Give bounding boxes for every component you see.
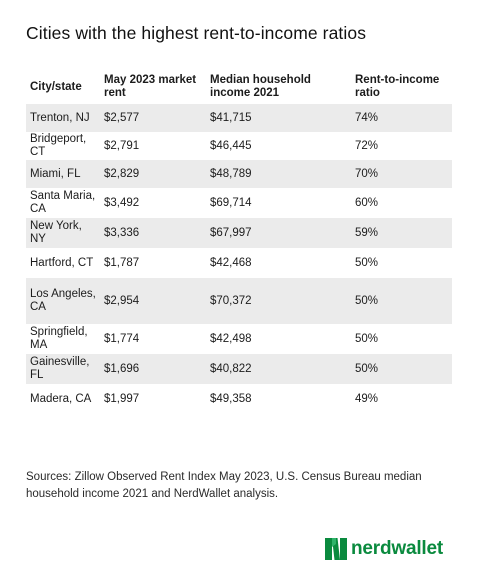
cell-city: Springfield, MA (26, 324, 100, 354)
cell-rent: $1,696 (100, 354, 206, 384)
table-row: Hartford, CT $1,787 $42,468 50% (26, 248, 452, 278)
table-row: Springfield, MA $1,774 $42,498 50% (26, 324, 452, 354)
header-city-state: City/state (26, 70, 100, 104)
cell-rent: $3,492 (100, 188, 206, 218)
cell-city: Madera, CA (26, 384, 100, 414)
cell-ratio: 60% (351, 188, 452, 218)
cell-city: Miami, FL (26, 160, 100, 188)
cell-rent: $1,997 (100, 384, 206, 414)
header-market-rent: May 2023 market rent (100, 70, 206, 104)
cell-income: $70,372 (206, 278, 351, 324)
cell-rent: $2,954 (100, 278, 206, 324)
header-rent-to-income-ratio: Rent-to-income ratio (351, 70, 452, 104)
cell-income: $46,445 (206, 132, 351, 160)
cell-income: $69,714 (206, 188, 351, 218)
cell-rent: $3,336 (100, 218, 206, 248)
nerdwallet-n-logo-icon (325, 538, 347, 560)
cell-income: $67,997 (206, 218, 351, 248)
cell-city: Los Angeles, CA (26, 278, 100, 324)
cell-rent: $2,791 (100, 132, 206, 160)
cell-ratio: 50% (351, 354, 452, 384)
cell-income: $49,358 (206, 384, 351, 414)
rent-to-income-table: City/state May 2023 market rent Median h… (26, 70, 452, 414)
cell-income: $48,789 (206, 160, 351, 188)
cell-city: Santa Maria, CA (26, 188, 100, 218)
header-median-income: Median household income 2021 (206, 70, 351, 104)
cell-ratio: 72% (351, 132, 452, 160)
cell-income: $42,498 (206, 324, 351, 354)
cell-rent: $2,577 (100, 104, 206, 132)
table-row: Santa Maria, CA $3,492 $69,714 60% (26, 188, 452, 218)
cell-city: Trenton, NJ (26, 104, 100, 132)
cell-income: $40,822 (206, 354, 351, 384)
cell-income: $42,468 (206, 248, 351, 278)
cell-ratio: 49% (351, 384, 452, 414)
table-row: Miami, FL $2,829 $48,789 70% (26, 160, 452, 188)
cell-city: New York, NY (26, 218, 100, 248)
table-row: Los Angeles, CA $2,954 $70,372 50% (26, 278, 452, 324)
table-row: Gainesville, FL $1,696 $40,822 50% (26, 354, 452, 384)
sources-note: Sources: Zillow Observed Rent Index May … (26, 471, 422, 500)
cell-city: Bridgeport, CT (26, 132, 100, 160)
cell-ratio: 50% (351, 248, 452, 278)
logo-text: nerdwallet (351, 538, 443, 559)
cell-rent: $1,774 (100, 324, 206, 354)
cell-ratio: 59% (351, 218, 452, 248)
table-row: Trenton, NJ $2,577 $41,715 74% (26, 104, 452, 132)
cell-ratio: 50% (351, 278, 452, 324)
nerdwallet-logo: nerdwallet (325, 538, 443, 560)
cell-ratio: 50% (351, 324, 452, 354)
cell-rent: $2,829 (100, 160, 206, 188)
cell-rent: $1,787 (100, 248, 206, 278)
cell-ratio: 74% (351, 104, 452, 132)
cell-income: $41,715 (206, 104, 351, 132)
table-header-row: City/state May 2023 market rent Median h… (26, 70, 452, 104)
cell-city: Gainesville, FL (26, 354, 100, 384)
table-row: New York, NY $3,336 $67,997 59% (26, 218, 452, 248)
cell-city: Hartford, CT (26, 248, 100, 278)
cell-ratio: 70% (351, 160, 452, 188)
table-row: Madera, CA $1,997 $49,358 49% (26, 384, 452, 414)
page-title: Cities with the highest rent-to-income r… (26, 23, 367, 43)
table-row: Bridgeport, CT $2,791 $46,445 72% (26, 132, 452, 160)
